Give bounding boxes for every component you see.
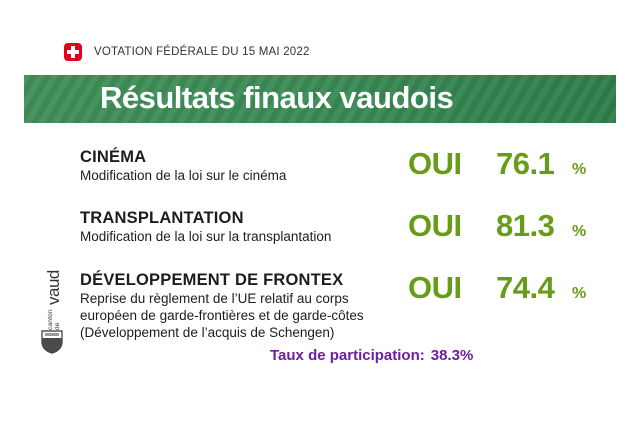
result-transplantation: OUI 81.3 % <box>408 208 586 244</box>
swiss-flag-icon <box>64 43 82 61</box>
result-value: 74.4 <box>496 270 555 305</box>
vote-date: VOTATION FÉDÉRALE DU 15 MAI 2022 <box>94 46 310 58</box>
item-description-line: européen de garde-frontières et de garde… <box>80 308 364 323</box>
item-title: TRANSPLANTATION <box>80 209 244 227</box>
participation-label: Taux de participation: <box>270 347 425 364</box>
answer-label: OUI <box>408 270 462 305</box>
item-description-line: Reprise du règlement de l’UE relatif au … <box>80 291 349 306</box>
result-value: 76.1 <box>496 146 555 181</box>
header: VOTATION FÉDÉRALE DU 15 MAI 2022 <box>64 40 310 64</box>
logo-small-text: canton de <box>47 309 61 330</box>
item-description: Modification de la loi sur le cinéma <box>80 168 287 183</box>
item-title: CINÉMA <box>80 148 147 166</box>
logo-big-text: vaud <box>44 270 63 305</box>
result-value: 81.3 <box>496 208 555 243</box>
result-cinema: OUI 76.1 % <box>408 146 586 182</box>
participation-rate: Taux de participation: 38.3% <box>270 347 473 364</box>
percent-unit: % <box>572 285 587 302</box>
percent-unit: % <box>572 161 587 178</box>
item-title: DÉVELOPPEMENT DE FRONTEX <box>80 271 344 289</box>
vote-item-transplantation: TRANSPLANTATION Modification de la loi s… <box>80 208 620 245</box>
results-banner: Résultats finaux vaudois <box>24 75 616 123</box>
answer-label: OUI <box>408 208 462 243</box>
answer-label: OUI <box>408 146 462 181</box>
vaud-shield-icon <box>41 330 63 354</box>
canton-vaud-logo: canton de vaud <box>42 270 66 330</box>
vote-item-frontex: DÉVELOPPEMENT DE FRONTEX Reprise du règl… <box>80 270 620 341</box>
percent-unit: % <box>572 223 587 240</box>
item-description-line: (Développement de l’acquis de Schengen) <box>80 325 335 340</box>
vote-item-cinema: CINÉMA Modification de la loi sur le cin… <box>80 147 620 184</box>
item-description: Modification de la loi sur la transplant… <box>80 229 332 244</box>
banner-title: Résultats finaux vaudois <box>100 80 454 115</box>
result-frontex: OUI 74.4 % <box>408 270 586 306</box>
participation-value: 38.3% <box>430 347 474 364</box>
